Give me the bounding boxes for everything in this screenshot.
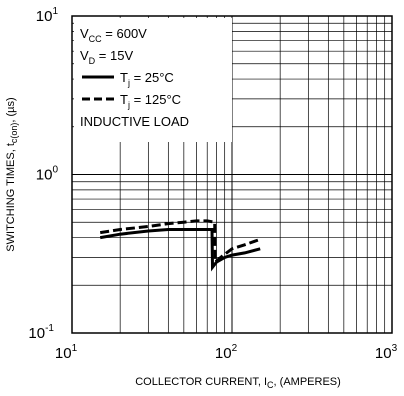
series-line-1 bbox=[99, 228, 261, 272]
x-tick-label: 103 bbox=[375, 343, 398, 362]
series-layer bbox=[99, 219, 261, 272]
legend-box bbox=[74, 18, 232, 142]
y-axis-title: SWITCHING TIMES, tc(on), (µs) bbox=[5, 97, 19, 251]
plot-frame bbox=[71, 15, 393, 334]
tick-labels: 101 102 103 101 100 10-1 bbox=[28, 6, 397, 362]
condition-2: VD = 15V bbox=[80, 48, 133, 66]
x-tick-label: 102 bbox=[215, 343, 238, 362]
legend-entry-1: Tj = 25°C bbox=[120, 70, 174, 88]
load-note: INDUCTIVE LOAD bbox=[80, 114, 189, 129]
x-tick-label: 101 bbox=[55, 343, 78, 362]
y-tick-label: 101 bbox=[36, 6, 59, 25]
condition-1: VCC = 600V bbox=[80, 26, 147, 44]
series-line-2 bbox=[99, 219, 261, 266]
x-axis-title: COLLECTOR CURRENT, IC, (AMPERES) bbox=[135, 376, 341, 390]
legend-entry-2: Tj = 125°C bbox=[120, 92, 181, 110]
y-tick-label: 10-1 bbox=[28, 323, 54, 342]
legend: VCC = 600V VD = 15V Tj = 25°C Tj = 125°C IND… bbox=[80, 26, 189, 129]
y-tick-label: 100 bbox=[36, 165, 59, 184]
